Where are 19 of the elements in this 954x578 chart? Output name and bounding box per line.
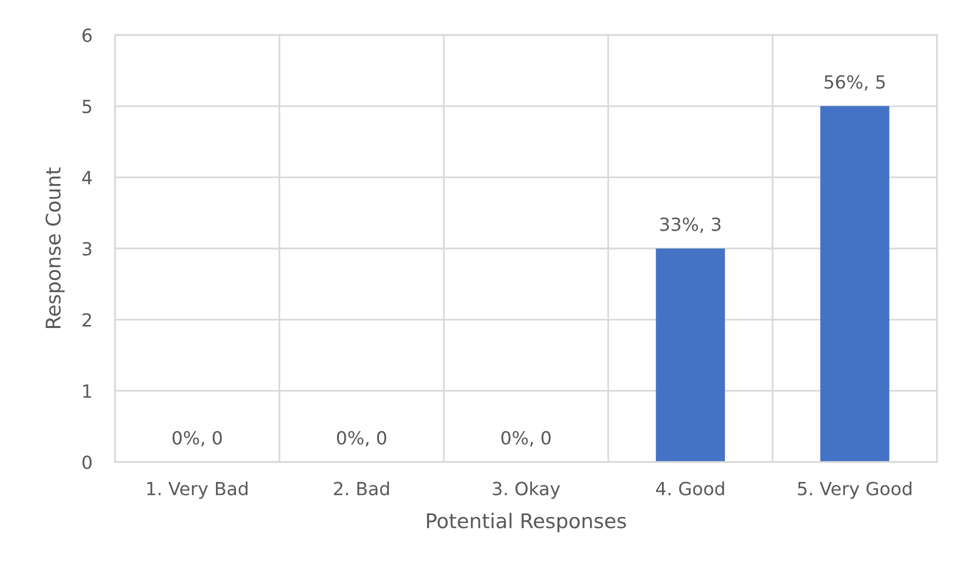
data-label: 56%, 5 xyxy=(824,75,885,91)
y-tick-label: 4 xyxy=(82,171,92,184)
y-tick-label: 6 xyxy=(82,28,92,42)
data-label: 0%, 0 xyxy=(501,430,551,446)
data-label: 0%, 0 xyxy=(336,430,386,446)
y-tick-label: 2 xyxy=(82,313,91,327)
x-axis-title: Potential Responses xyxy=(427,512,626,532)
y-tick-label: 5 xyxy=(82,100,92,114)
data-label: 0%, 0 xyxy=(172,430,222,446)
x-tick-label: 4. Good xyxy=(656,481,724,496)
y-tick-label: 1 xyxy=(83,384,92,398)
y-axis-title: Response Count xyxy=(45,168,65,328)
y-tick-label: 0 xyxy=(82,455,92,470)
x-tick-label: 1. Very Bad xyxy=(147,481,248,499)
x-tick-label: 2. Bad xyxy=(334,481,389,496)
x-tick-label: 3. Okay xyxy=(492,481,560,499)
y-tick-label: 3 xyxy=(82,242,92,256)
data-label: 33%, 3 xyxy=(660,217,721,233)
x-tick-label: 5. Very Good xyxy=(798,481,912,499)
